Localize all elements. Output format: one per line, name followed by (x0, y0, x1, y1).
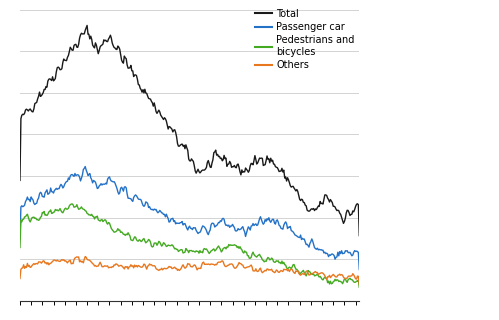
Legend: Total, Passenger car, Pedestrians and
bicycles, Others: Total, Passenger car, Pedestrians and bi… (254, 9, 354, 70)
